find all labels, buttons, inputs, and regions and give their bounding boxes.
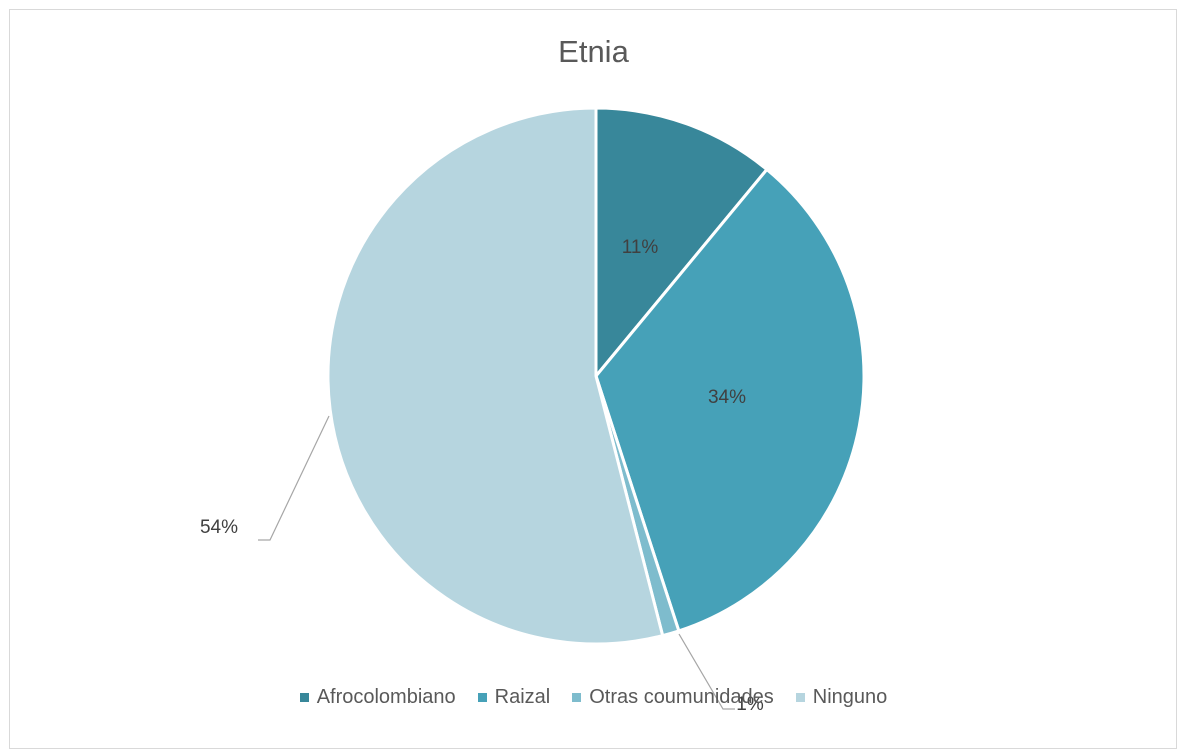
pie-slice-raizal bbox=[594, 168, 866, 633]
legend: Afrocolombiano Raizal Otras coumunidades Ni… bbox=[0, 686, 1187, 709]
legend-swatch bbox=[572, 693, 582, 702]
leader-line bbox=[258, 415, 330, 541]
legend-label: Otras coumunidades bbox=[589, 686, 774, 708]
legend-swatch bbox=[795, 693, 805, 702]
legend-item: Otras coumunidades bbox=[572, 686, 774, 709]
legend-label: Afrocolombiano bbox=[316, 686, 456, 708]
pie-slice-ninguno bbox=[326, 106, 665, 646]
data-label: 11% bbox=[622, 237, 659, 258]
leader-line bbox=[678, 633, 735, 710]
legend-item: Raizal bbox=[477, 686, 551, 709]
legend-item: Afrocolombiano bbox=[299, 686, 456, 709]
legend-swatch bbox=[477, 693, 487, 702]
legend-label: Ninguno bbox=[812, 686, 888, 708]
legend-item: Ninguno bbox=[795, 686, 888, 709]
data-label: 54% bbox=[200, 517, 238, 538]
legend-swatch bbox=[299, 693, 309, 702]
chart-title: Etnia bbox=[558, 34, 629, 69]
data-label: 1% bbox=[736, 694, 764, 715]
pie-slice-afrocolombiano bbox=[594, 106, 769, 378]
data-label: 34% bbox=[708, 387, 746, 408]
pie-chart: 11% 34% 1% 54% bbox=[200, 106, 866, 715]
legend-label: Raizal bbox=[494, 686, 551, 708]
